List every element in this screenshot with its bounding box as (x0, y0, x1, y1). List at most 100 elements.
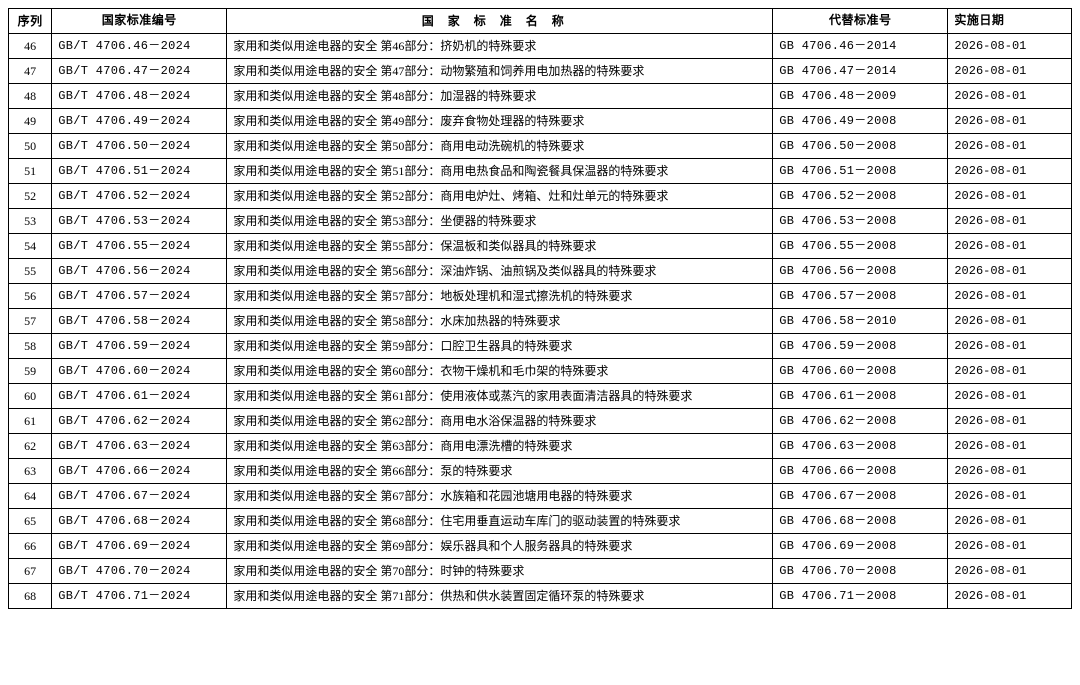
cell-date: 2026-08-01 (948, 434, 1072, 459)
cell-date: 2026-08-01 (948, 484, 1072, 509)
cell-date: 2026-08-01 (948, 409, 1072, 434)
table-header: 序列 国家标准编号 国家标准名称 代替标准号 实施日期 (9, 9, 1072, 34)
cell-std: GB/T 4706.69－2024 (52, 534, 227, 559)
cell-seq: 54 (9, 234, 52, 259)
cell-name: 家用和类似用途电器的安全 第67部分：水族箱和花园池塘用电器的特殊要求 (227, 484, 773, 509)
cell-seq: 52 (9, 184, 52, 209)
table-row: 63GB/T 4706.66－2024家用和类似用途电器的安全 第66部分：泵的… (9, 459, 1072, 484)
table-row: 67GB/T 4706.70－2024家用和类似用途电器的安全 第70部分：时钟… (9, 559, 1072, 584)
table-row: 49GB/T 4706.49－2024家用和类似用途电器的安全 第49部分：废弃… (9, 109, 1072, 134)
cell-seq: 49 (9, 109, 52, 134)
cell-repl: GB 4706.63－2008 (773, 434, 948, 459)
cell-repl: GB 4706.50－2008 (773, 134, 948, 159)
cell-std: GB/T 4706.55－2024 (52, 234, 227, 259)
cell-std: GB/T 4706.60－2024 (52, 359, 227, 384)
cell-seq: 68 (9, 584, 52, 609)
cell-name: 家用和类似用途电器的安全 第47部分：动物繁殖和饲养用电加热器的特殊要求 (227, 59, 773, 84)
cell-name: 家用和类似用途电器的安全 第60部分：衣物干燥机和毛巾架的特殊要求 (227, 359, 773, 384)
cell-name: 家用和类似用途电器的安全 第56部分：深油炸锅、油煎锅及类似器具的特殊要求 (227, 259, 773, 284)
cell-name: 家用和类似用途电器的安全 第69部分：娱乐器具和个人服务器具的特殊要求 (227, 534, 773, 559)
cell-name: 家用和类似用途电器的安全 第48部分：加湿器的特殊要求 (227, 84, 773, 109)
cell-date: 2026-08-01 (948, 559, 1072, 584)
cell-seq: 46 (9, 34, 52, 59)
cell-seq: 66 (9, 534, 52, 559)
cell-repl: GB 4706.71－2008 (773, 584, 948, 609)
cell-std: GB/T 4706.58－2024 (52, 309, 227, 334)
table-row: 54GB/T 4706.55－2024家用和类似用途电器的安全 第55部分：保温… (9, 234, 1072, 259)
header-date: 实施日期 (948, 9, 1072, 34)
cell-seq: 57 (9, 309, 52, 334)
cell-name: 家用和类似用途电器的安全 第59部分：口腔卫生器具的特殊要求 (227, 334, 773, 359)
cell-date: 2026-08-01 (948, 534, 1072, 559)
cell-date: 2026-08-01 (948, 159, 1072, 184)
cell-seq: 56 (9, 284, 52, 309)
cell-date: 2026-08-01 (948, 259, 1072, 284)
table-row: 56GB/T 4706.57－2024家用和类似用途电器的安全 第57部分：地板… (9, 284, 1072, 309)
table-row: 51GB/T 4706.51－2024家用和类似用途电器的安全 第51部分：商用… (9, 159, 1072, 184)
cell-seq: 53 (9, 209, 52, 234)
cell-date: 2026-08-01 (948, 59, 1072, 84)
cell-name: 家用和类似用途电器的安全 第63部分：商用电漂洗槽的特殊要求 (227, 434, 773, 459)
cell-repl: GB 4706.46－2014 (773, 34, 948, 59)
cell-std: GB/T 4706.63－2024 (52, 434, 227, 459)
cell-seq: 59 (9, 359, 52, 384)
table-row: 60GB/T 4706.61－2024家用和类似用途电器的安全 第61部分：使用… (9, 384, 1072, 409)
cell-seq: 47 (9, 59, 52, 84)
cell-repl: GB 4706.62－2008 (773, 409, 948, 434)
cell-name: 家用和类似用途电器的安全 第66部分：泵的特殊要求 (227, 459, 773, 484)
cell-seq: 62 (9, 434, 52, 459)
cell-std: GB/T 4706.67－2024 (52, 484, 227, 509)
cell-std: GB/T 4706.57－2024 (52, 284, 227, 309)
cell-repl: GB 4706.59－2008 (773, 334, 948, 359)
cell-repl: GB 4706.70－2008 (773, 559, 948, 584)
cell-name: 家用和类似用途电器的安全 第52部分：商用电炉灶、烤箱、灶和灶单元的特殊要求 (227, 184, 773, 209)
table-row: 52GB/T 4706.52－2024家用和类似用途电器的安全 第52部分：商用… (9, 184, 1072, 209)
cell-seq: 61 (9, 409, 52, 434)
cell-seq: 64 (9, 484, 52, 509)
table-row: 47GB/T 4706.47－2024家用和类似用途电器的安全 第47部分：动物… (9, 59, 1072, 84)
cell-repl: GB 4706.51－2008 (773, 159, 948, 184)
cell-name: 家用和类似用途电器的安全 第61部分：使用液体或蒸汽的家用表面清洁器具的特殊要求 (227, 384, 773, 409)
cell-date: 2026-08-01 (948, 309, 1072, 334)
cell-name: 家用和类似用途电器的安全 第46部分：挤奶机的特殊要求 (227, 34, 773, 59)
table-row: 53GB/T 4706.53－2024家用和类似用途电器的安全 第53部分：坐便… (9, 209, 1072, 234)
header-repl: 代替标准号 (773, 9, 948, 34)
cell-repl: GB 4706.68－2008 (773, 509, 948, 534)
table-row: 62GB/T 4706.63－2024家用和类似用途电器的安全 第63部分：商用… (9, 434, 1072, 459)
cell-std: GB/T 4706.71－2024 (52, 584, 227, 609)
cell-std: GB/T 4706.48－2024 (52, 84, 227, 109)
cell-std: GB/T 4706.68－2024 (52, 509, 227, 534)
cell-seq: 50 (9, 134, 52, 159)
cell-repl: GB 4706.55－2008 (773, 234, 948, 259)
header-seq: 序列 (9, 9, 52, 34)
cell-repl: GB 4706.58－2010 (773, 309, 948, 334)
table-row: 46GB/T 4706.46－2024家用和类似用途电器的安全 第46部分：挤奶… (9, 34, 1072, 59)
cell-date: 2026-08-01 (948, 284, 1072, 309)
cell-name: 家用和类似用途电器的安全 第71部分：供热和供水装置固定循环泵的特殊要求 (227, 584, 773, 609)
cell-seq: 55 (9, 259, 52, 284)
cell-repl: GB 4706.53－2008 (773, 209, 948, 234)
cell-date: 2026-08-01 (948, 234, 1072, 259)
cell-date: 2026-08-01 (948, 509, 1072, 534)
table-row: 61GB/T 4706.62－2024家用和类似用途电器的安全 第62部分：商用… (9, 409, 1072, 434)
cell-date: 2026-08-01 (948, 459, 1072, 484)
cell-std: GB/T 4706.52－2024 (52, 184, 227, 209)
cell-repl: GB 4706.66－2008 (773, 459, 948, 484)
table-row: 65GB/T 4706.68－2024家用和类似用途电器的安全 第68部分：住宅… (9, 509, 1072, 534)
cell-std: GB/T 4706.56－2024 (52, 259, 227, 284)
cell-seq: 67 (9, 559, 52, 584)
cell-repl: GB 4706.49－2008 (773, 109, 948, 134)
cell-seq: 63 (9, 459, 52, 484)
cell-std: GB/T 4706.66－2024 (52, 459, 227, 484)
cell-date: 2026-08-01 (948, 584, 1072, 609)
cell-date: 2026-08-01 (948, 334, 1072, 359)
cell-std: GB/T 4706.51－2024 (52, 159, 227, 184)
cell-date: 2026-08-01 (948, 359, 1072, 384)
cell-std: GB/T 4706.62－2024 (52, 409, 227, 434)
cell-std: GB/T 4706.61－2024 (52, 384, 227, 409)
cell-name: 家用和类似用途电器的安全 第70部分：时钟的特殊要求 (227, 559, 773, 584)
table-row: 50GB/T 4706.50－2024家用和类似用途电器的安全 第50部分：商用… (9, 134, 1072, 159)
cell-repl: GB 4706.69－2008 (773, 534, 948, 559)
cell-date: 2026-08-01 (948, 209, 1072, 234)
cell-name: 家用和类似用途电器的安全 第68部分：住宅用垂直运动车库门的驱动装置的特殊要求 (227, 509, 773, 534)
